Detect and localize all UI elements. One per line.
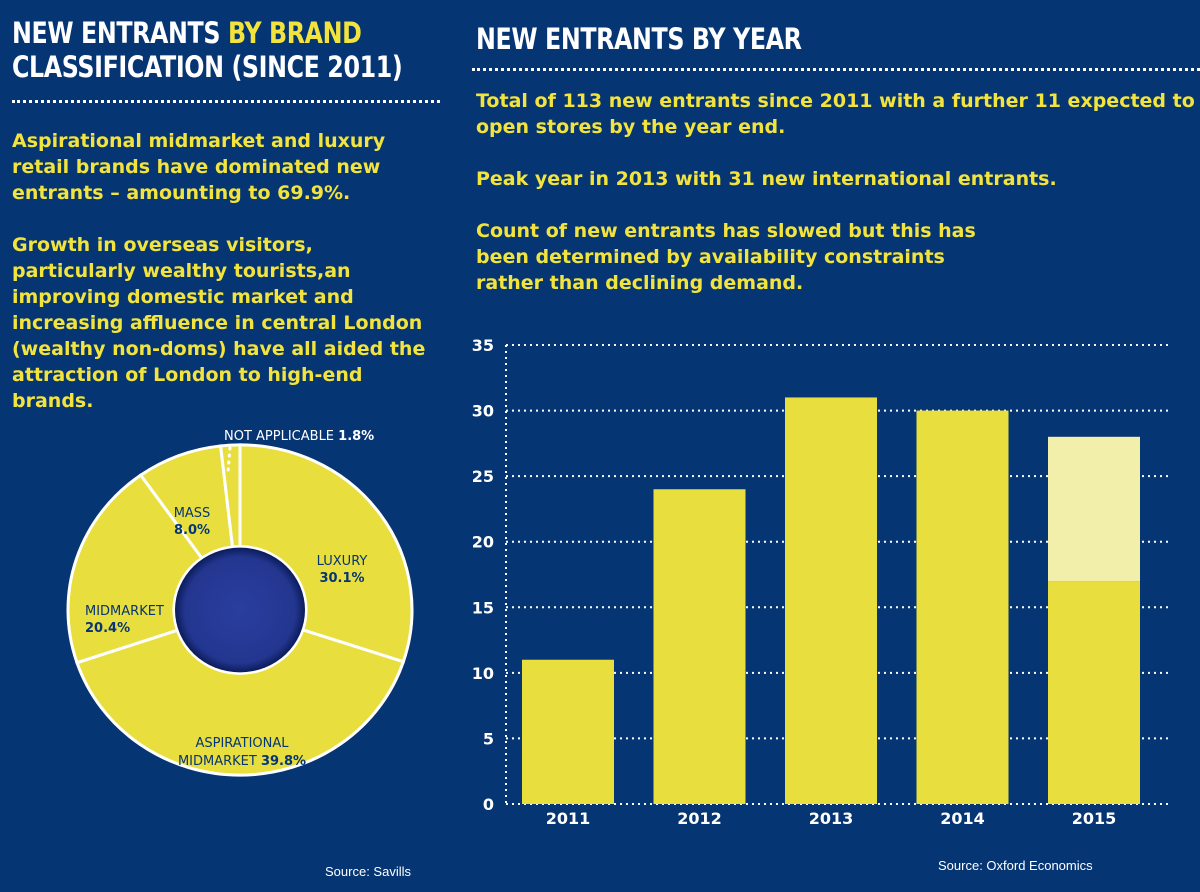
bar-2011 <box>522 659 614 804</box>
peak-paragraph: Peak year in 2013 with 31 new internatio… <box>476 168 1057 190</box>
title-highlight: BY BRAND <box>227 16 362 50</box>
intro-paragraph: Aspirational midmarket and luxury retail… <box>12 130 386 204</box>
growth-paragraph: Growth in overseas visitors, particularl… <box>12 234 426 412</box>
donut-label-luxury: LUXURY 30.1% <box>317 554 368 586</box>
donut-slice-luxury <box>238 443 414 664</box>
donut-slice-not-applicable <box>218 443 242 549</box>
entrants-bar-chart: 0 5 10 15 20 25 30 35 2011 2012 2013 2014 2015 <box>472 336 1172 828</box>
brand-classification-panel: NEW ENTRANTS BY BRAND CLASSIFICATION (SI… <box>0 0 450 892</box>
donut-label-not-applicable: NOT APPLICABLE 1.8% <box>224 429 374 444</box>
slowdown-paragraph: Count of new entrants has slowed but thi… <box>476 220 976 294</box>
not-applicable-leader <box>226 446 232 474</box>
brand-donut-chart: LUXURY 30.1% ASPIRATIONAL MIDMARKET 39.8% MI… <box>66 429 414 777</box>
bar-2012 <box>653 489 746 804</box>
y-tick-label: 25 <box>472 467 494 486</box>
oxford-source: Source: Oxford Economics <box>938 858 1093 873</box>
x-tick-label-2014: 2014 <box>940 809 985 828</box>
x-tick-label-2015: 2015 <box>1072 809 1117 828</box>
y-tick-label: 35 <box>472 336 494 355</box>
title-line2: CLASSIFICATION (SINCE 2011) <box>12 50 403 84</box>
title-part1: NEW ENTRANTS <box>12 16 228 50</box>
entrants-by-year-panel: NEW ENTRANTS BY YEAR Total of 113 new en… <box>460 0 1200 892</box>
donut-slice-midmarket <box>66 473 205 665</box>
x-tick-label-2013: 2013 <box>809 809 854 828</box>
donut-slice-aspirational-midmarket <box>75 627 406 777</box>
bar-2013 <box>785 397 877 804</box>
year-chart-title: NEW ENTRANTS BY YEAR <box>476 22 802 56</box>
total-paragraph: Total of 113 new entrants since 2011 wit… <box>476 90 1195 138</box>
donut-label-aspirational-midmarket: ASPIRATIONAL MIDMARKET 39.8% <box>178 736 306 769</box>
title-divider <box>12 100 440 103</box>
year-title-divider <box>472 68 1200 71</box>
x-tick-label-2012: 2012 <box>677 809 722 828</box>
bar-2015-expected <box>1048 436 1140 582</box>
y-tick-label: 15 <box>472 598 494 617</box>
y-tick-label: 30 <box>472 402 494 421</box>
savills-source: Source: Savills <box>325 864 411 879</box>
bar-2015 <box>1048 581 1140 804</box>
y-tick-label: 5 <box>483 729 494 748</box>
donut-hole <box>175 547 305 673</box>
bar-2014 <box>916 410 1009 804</box>
donut-label-midmarket: MIDMARKET 20.4% <box>85 604 164 636</box>
donut-label-mass: MASS 8.0% <box>174 506 211 538</box>
y-tick-label: 10 <box>472 664 494 683</box>
y-tick-label: 0 <box>483 795 494 814</box>
brand-classification-title: NEW ENTRANTS BY BRAND CLASSIFICATION (SI… <box>12 16 403 84</box>
x-tick-label-2011: 2011 <box>546 809 591 828</box>
y-tick-label: 20 <box>472 533 494 552</box>
